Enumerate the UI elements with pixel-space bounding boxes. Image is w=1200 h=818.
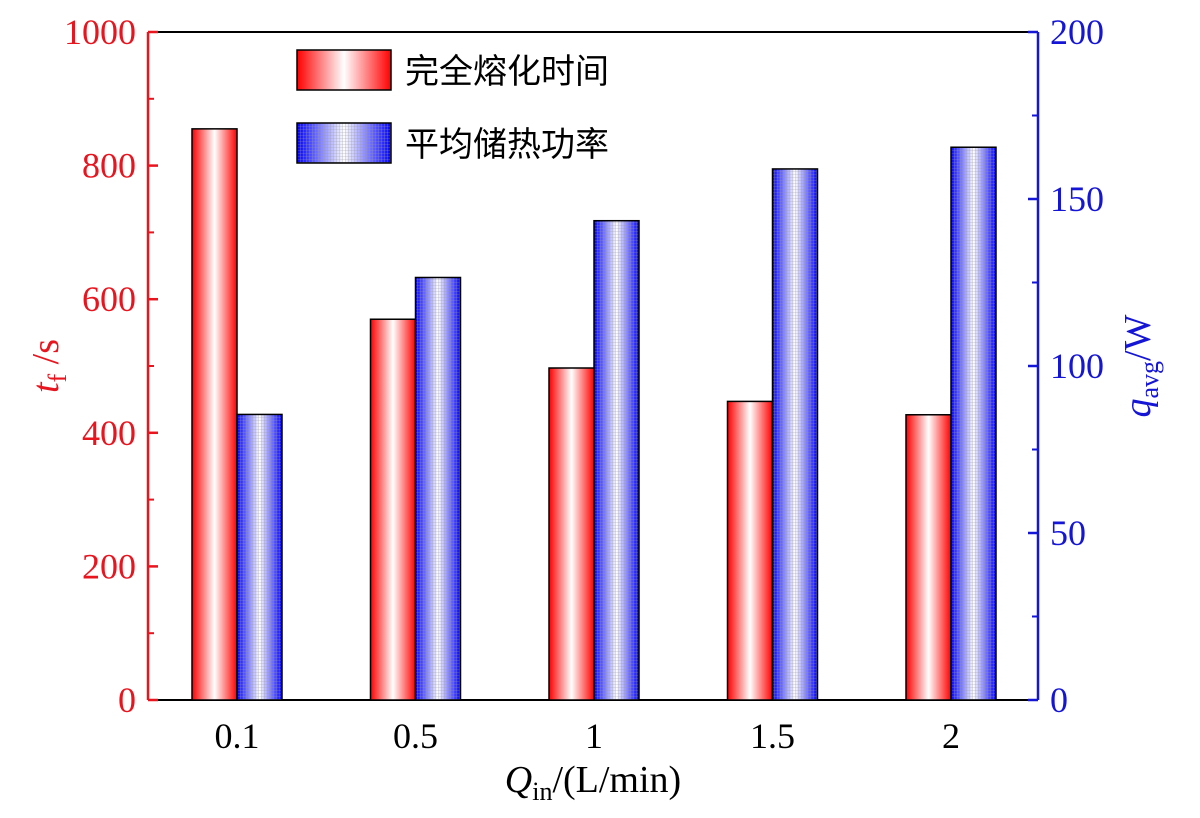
x-tick-label: 0.5	[393, 716, 438, 756]
right-tick-label: 200	[1050, 12, 1104, 52]
x-tick-label: 1	[585, 716, 603, 756]
bar-series-2	[414, 276, 462, 701]
x-tick-label: 2	[942, 716, 960, 756]
left-tick-label: 400	[82, 413, 136, 453]
bar-series-1	[369, 318, 417, 701]
bar-series-1	[548, 367, 595, 701]
left-tick-label: 800	[82, 146, 136, 186]
right-tick-label: 50	[1050, 513, 1086, 553]
left-tick-label: 0	[118, 680, 136, 720]
left-tick-label: 600	[82, 279, 136, 319]
legend-label-series-1: 完全熔化时间	[405, 52, 609, 92]
right-tick-label: 100	[1050, 346, 1104, 386]
bar-series-1	[726, 400, 774, 701]
legend-label-series-2: 平均储热功率	[405, 125, 609, 165]
x-tick-label: 0.1	[215, 716, 260, 756]
legend-swatch-series-2	[296, 122, 392, 164]
right-axis-ticks: 0 50 100 150 200	[1028, 12, 1104, 720]
right-axis-title: qavg/W	[1117, 314, 1164, 417]
bar-series-2	[593, 219, 640, 701]
bars	[191, 128, 997, 701]
left-tick-label: 200	[82, 546, 136, 586]
bar-series-1	[191, 128, 238, 701]
left-tick-label: 1000	[64, 12, 136, 52]
bar-series-2	[236, 413, 283, 701]
right-tick-label: 150	[1050, 179, 1104, 219]
x-axis-title: Qin/(L/min)	[505, 759, 681, 806]
legend: 完全熔化时间 平均储热功率	[296, 49, 609, 165]
bar-series-2	[771, 168, 819, 701]
right-tick-label: 0	[1050, 680, 1068, 720]
x-axis-ticks: 0.1 0.5 1 1.5 2	[215, 690, 960, 756]
left-axis-title: tf /s	[25, 339, 72, 393]
bar-series-1	[905, 414, 952, 701]
x-tick-label: 1.5	[750, 716, 795, 756]
legend-swatch-series-1	[296, 49, 392, 91]
bar-series-2	[950, 146, 997, 701]
left-axis-ticks: 0 200 400 600 800 1000	[64, 12, 158, 720]
